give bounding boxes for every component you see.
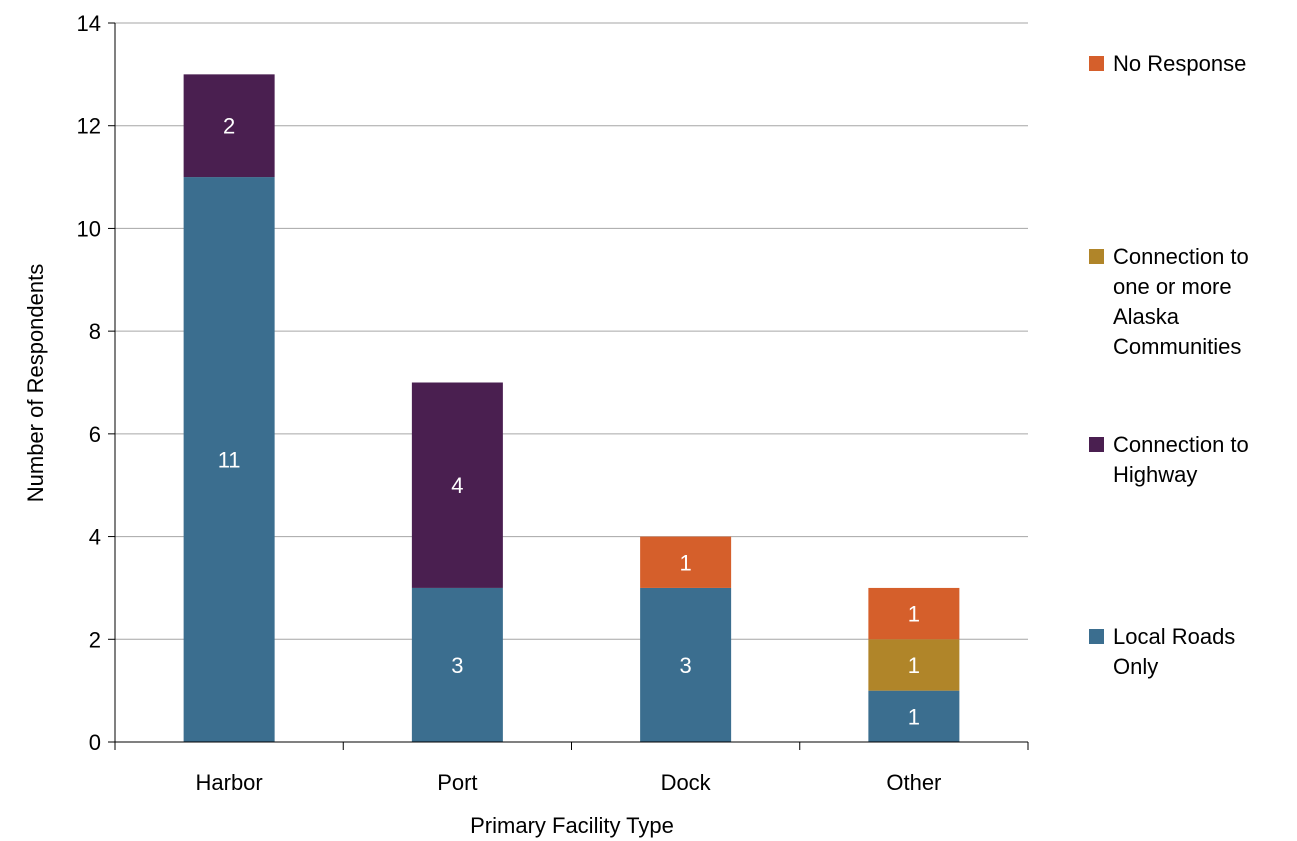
legend-swatch bbox=[1089, 437, 1104, 452]
bar-segment bbox=[868, 639, 960, 691]
bar-segment bbox=[868, 690, 960, 742]
data-label: 1 bbox=[908, 653, 920, 678]
bar-segment bbox=[640, 536, 732, 588]
x-tick-label: Other bbox=[886, 770, 941, 795]
data-label: 3 bbox=[680, 653, 692, 678]
bar-segment bbox=[411, 382, 503, 588]
legend-swatch bbox=[1089, 249, 1104, 264]
y-tick-label: 4 bbox=[89, 525, 101, 550]
legend-swatch bbox=[1089, 629, 1104, 644]
data-label: 4 bbox=[451, 473, 463, 498]
legend: No Response Connection to one or more Alask… bbox=[1089, 51, 1249, 679]
x-tick-label: Dock bbox=[661, 770, 712, 795]
x-tick-label: Port bbox=[437, 770, 477, 795]
legend-swatch bbox=[1089, 56, 1104, 71]
x-axis-title: Primary Facility Type bbox=[470, 813, 674, 838]
data-label: 1 bbox=[908, 704, 920, 729]
legend-label: Connection to Highway bbox=[1113, 432, 1249, 487]
y-axis-title: Number of Respondents bbox=[23, 264, 48, 502]
x-tick-label: Harbor bbox=[196, 770, 263, 795]
y-tick-label: 8 bbox=[89, 319, 101, 344]
legend-label: Connection to one or more Alaska Communitie… bbox=[1113, 244, 1249, 359]
legend-label: Local Roads Only bbox=[1113, 624, 1235, 679]
y-tick-label: 6 bbox=[89, 422, 101, 447]
data-label: 1 bbox=[680, 550, 692, 575]
data-label: 2 bbox=[223, 114, 235, 139]
bar-segment bbox=[183, 74, 275, 178]
y-tick-label: 10 bbox=[77, 216, 101, 241]
y-tick-label: 0 bbox=[89, 730, 101, 755]
y-tick-label: 14 bbox=[77, 11, 101, 36]
bar-segment bbox=[868, 587, 960, 640]
y-tick-label: 12 bbox=[77, 114, 101, 139]
bar-segment bbox=[411, 587, 503, 742]
data-label: 1 bbox=[908, 602, 920, 627]
legend-label: No Response bbox=[1113, 51, 1246, 76]
y-tick-label: 2 bbox=[89, 627, 101, 652]
data-label: 11 bbox=[218, 448, 241, 473]
bar-segment bbox=[183, 177, 275, 743]
data-label: 3 bbox=[451, 653, 463, 678]
bar-segment bbox=[640, 587, 732, 742]
